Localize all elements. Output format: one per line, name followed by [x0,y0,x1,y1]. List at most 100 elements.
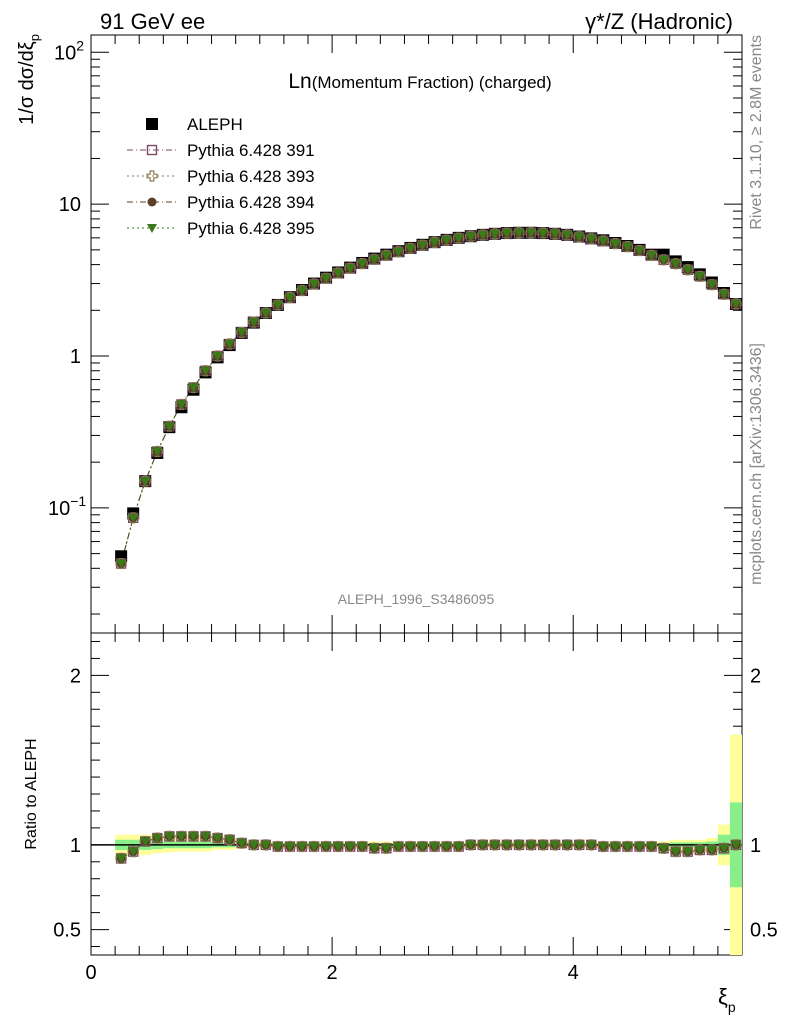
mc-line-1 [120,232,737,564]
mc-point-4 [296,286,307,296]
ratio-point-4 [598,842,609,852]
x-axis-label-text: ξ [718,984,728,1009]
mc-point-4 [164,422,175,432]
main-axis-ticks: 10−1 1 10 102 [48,35,743,633]
legend-label: Pythia 6.428 391 [187,141,315,160]
mc-point-4 [369,255,380,265]
mc-point-4 [116,559,127,569]
ratio-y-tick-label-left: 0.5 [53,920,81,942]
mc-point-4 [489,229,500,239]
mc-point-4 [538,229,549,239]
ratio-point-4 [309,842,320,852]
ratio-point-4 [477,840,488,850]
x-tick-label: 4 [568,962,579,984]
ratio-point-4 [272,842,283,852]
ratio-point-4 [381,844,392,854]
analysis-id: ALEPH_1996_S3486095 [338,591,495,607]
main-y-axis-label-sub: p [27,34,42,41]
ratio-point-4 [284,842,295,852]
ratio-series-layer [115,830,742,864]
mc-point-4 [441,236,452,246]
main-y-axis-label: 1/σ dσ/dξp [16,34,42,125]
ratio-point-4 [345,842,356,852]
mc-point-4 [453,234,464,244]
ratio-point-4 [658,844,669,854]
mc-point-4 [718,290,729,300]
ratio-point-4 [622,842,633,852]
mc-point-4 [248,318,259,328]
mc-point-4 [284,293,295,303]
plot-title-prefix: Ln [288,70,311,93]
ratio-y-tick-label-left: 2 [70,665,81,687]
ratio-point-4 [694,845,705,855]
mc-point-4 [260,309,271,319]
mc-point-4 [224,339,235,349]
ratio-point-4 [706,845,717,855]
mc-point-4 [176,400,187,410]
ratio-y-tick-label-right: 1 [750,835,761,857]
mc-point-4 [526,228,537,238]
mc-point-4 [212,352,223,362]
mc-point-4 [730,300,741,310]
ratio-point-4 [526,840,537,850]
ratio-point-4 [200,832,211,842]
ratio-axis-ticks: 0.5 0.5 1 1 2 2 0 2 4 [53,633,778,984]
ratio-y-tick-label-right: 2 [750,665,761,687]
y-tick-label: 10 [59,194,81,216]
mc-point-4 [658,255,669,265]
legend-marker [147,197,157,207]
ratio-point-4 [730,840,741,850]
ratio-point-4 [248,840,259,850]
mc-point-4 [128,513,139,523]
rivet-version-label: Rivet 3.1.10, ≥ 2.8M events [748,35,765,230]
x-axis-label-sub: p [728,999,736,1015]
mc-line-3 [120,232,737,564]
mc-point-4 [513,228,524,238]
ratio-point-4 [465,840,476,850]
y-tick-label: 102 [54,37,84,64]
plot-title-rest: (Momentum Fraction) (charged) [312,73,552,92]
legend-marker [146,144,158,156]
ratio-point-4 [224,835,235,845]
mc-point-4 [694,272,705,282]
y-tick-label: 10−1 [48,493,86,520]
ratio-y-tick-label-right: 0.5 [750,920,778,942]
x-axis-label: ξp [718,984,736,1015]
ratio-point-4 [610,842,621,852]
mc-point-4 [417,241,428,251]
ratio-plot-frame [90,632,743,956]
mc-point-4 [309,280,320,290]
ratio-point-4 [152,834,163,844]
mc-point-4 [682,265,693,275]
ratio-point-4 [682,847,693,857]
mc-point-4 [706,280,717,290]
ratio-point-4 [586,840,597,850]
legend-marker [146,118,158,130]
x-tick-label: 0 [85,962,96,984]
ratio-point-4 [550,840,561,850]
ratio-point-4 [212,834,223,844]
ratio-point-4 [369,844,380,854]
ratio-point-4 [670,847,681,857]
mc-point-4 [321,274,332,284]
mc-point-4 [200,366,211,376]
mc-point-4 [272,300,283,310]
legend-label: Pythia 6.428 393 [187,167,315,186]
mc-point-4 [152,447,163,457]
mc-point-4 [598,237,609,247]
mc-point-4 [333,269,344,279]
ratio-point-4 [333,842,344,852]
ratio-point-4 [574,840,585,850]
ratio-y-tick-label-left: 1 [70,835,81,857]
ratio-y-axis-label: Ratio to ALEPH [23,738,40,849]
legend-label: Pythia 6.428 394 [187,193,315,212]
mc-line-2 [120,232,737,564]
mc-point-4 [477,230,488,240]
ratio-point-4 [236,839,247,849]
ratio-point-4 [296,842,307,852]
mc-point-4 [586,234,597,244]
process-label: 91 GeV ee [100,9,205,34]
mc-point-4 [357,259,368,269]
mc-point-4 [429,238,440,248]
ratio-line-3 [120,835,737,859]
